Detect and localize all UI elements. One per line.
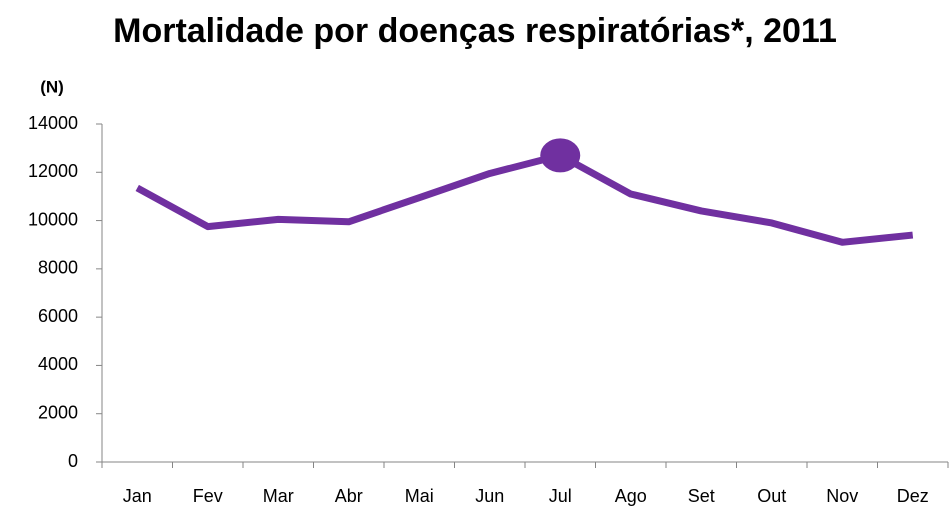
y-tick-label: 12000 bbox=[28, 161, 78, 181]
y-tick-label: 4000 bbox=[38, 354, 78, 374]
series-line bbox=[135, 151, 914, 246]
x-tick-label: Jan bbox=[123, 486, 152, 506]
x-tick-label: Set bbox=[688, 486, 715, 506]
x-tick-label: Nov bbox=[826, 486, 858, 506]
x-tick-label: Jun bbox=[475, 486, 504, 506]
chart-title: Mortalidade por doenças respiratórias*, … bbox=[113, 12, 837, 50]
x-tick-label: Ago bbox=[615, 486, 647, 506]
x-tick-label: Out bbox=[757, 486, 786, 506]
y-axis-label: (N) bbox=[40, 77, 64, 96]
x-tick-label: Dez bbox=[897, 486, 929, 506]
x-tick-label: Mar bbox=[263, 486, 294, 506]
y-tick-label: 2000 bbox=[38, 402, 78, 422]
x-tick-label: Mai bbox=[405, 486, 434, 506]
y-tick-label: 14000 bbox=[28, 113, 78, 133]
y-tick-label: 10000 bbox=[28, 209, 78, 229]
highlight-marker bbox=[540, 138, 581, 173]
x-tick-label: Fev bbox=[193, 486, 223, 506]
x-tick-label: Abr bbox=[335, 486, 363, 506]
y-tick-label: 0 bbox=[68, 451, 78, 471]
y-tick-label: 8000 bbox=[38, 258, 78, 278]
y-tick-label: 6000 bbox=[38, 306, 78, 326]
x-tick-label: Jul bbox=[549, 486, 572, 506]
